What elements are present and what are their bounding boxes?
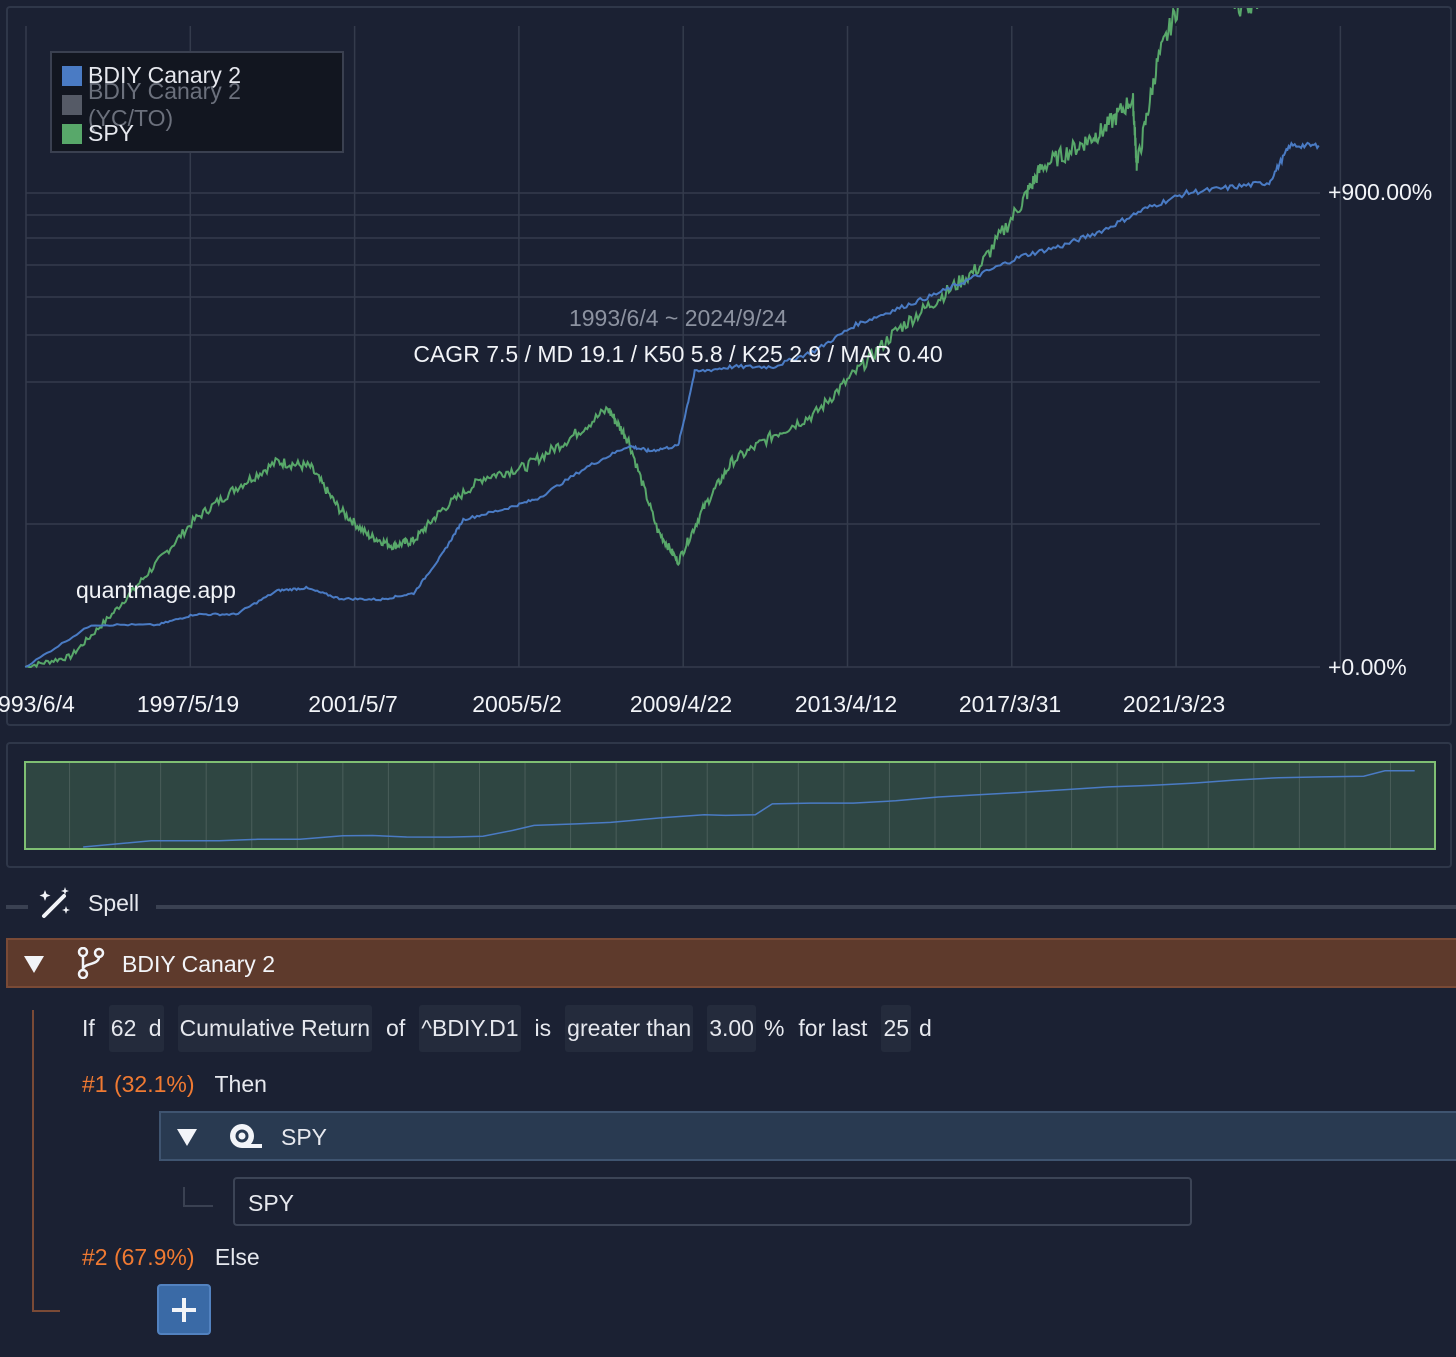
collapse-toggle-icon[interactable] [24, 956, 44, 973]
legend-label: SPY [88, 120, 135, 146]
magic-wand-icon [39, 887, 70, 918]
series-line-bdiy-canary-2 [24, 141, 1320, 668]
x-tick-label: 1993/6/4 [0, 691, 75, 717]
if-keyword: If [82, 1014, 95, 1041]
y-tick-label: +900.00% [1328, 179, 1433, 205]
add-node-button[interactable] [157, 1284, 211, 1335]
then-keyword: Then [214, 1071, 267, 1097]
days-field[interactable]: 25 [881, 1004, 912, 1052]
navigator-series-line [83, 770, 1415, 848]
spell-section-divider: Spell [6, 886, 1456, 926]
x-tick-label: 2009/4/22 [629, 691, 733, 717]
legend-item-bdiy[interactable]: BDIY Canary 2 [62, 61, 332, 90]
navigator-chart[interactable] [24, 761, 1436, 850]
x-tick-label: 2005/5/2 [472, 691, 562, 717]
group-node-header[interactable]: BDIY Canary 2 [6, 938, 1456, 988]
x-tick-label: 2001/5/7 [308, 691, 398, 717]
x-tick-label: 2021/3/23 [1122, 691, 1226, 717]
else-keyword: Else [214, 1244, 260, 1270]
threshold-field[interactable]: 3.00 [707, 1004, 756, 1052]
comparator-selector[interactable]: greater than [565, 1004, 694, 1052]
window-unit: d [148, 1014, 162, 1041]
ticker-selector[interactable]: ^BDIY.D1 [419, 1004, 521, 1052]
legend-label: BDIY Canary 2 (YC/TO) [87, 77, 241, 131]
plus-icon [172, 1298, 196, 1322]
then-branch-label: #1 (32.1%) Then [82, 1071, 267, 1098]
tree-connector [183, 1187, 213, 1207]
of-keyword: of [386, 1014, 406, 1041]
legend-item-spy[interactable]: SPY [62, 119, 332, 148]
chart-legend: BDIY Canary 2 BDIY Canary 2 (YC/TO) SPY [50, 51, 344, 153]
watermark: quantmage.app [76, 577, 236, 603]
branch-allocation: #2 (67.9%) [82, 1244, 195, 1270]
x-tick-label: 2013/4/12 [794, 691, 898, 717]
date-range-label: 1993/6/4 ~ 2024/9/24 [568, 305, 788, 331]
threshold-unit: % [763, 1014, 785, 1041]
ticker-icon [230, 1124, 262, 1148]
days-unit: d [919, 1014, 932, 1041]
divider-line [156, 905, 1456, 909]
spell-label: Spell [88, 890, 140, 916]
y-tick-label: +0.00% [1328, 654, 1407, 680]
collapse-toggle-icon[interactable] [177, 1129, 197, 1146]
branch-icon [77, 947, 105, 979]
legend-swatch [62, 123, 82, 144]
legend-label: BDIY Canary 2 [88, 62, 241, 88]
branch-allocation: #1 (32.1%) [82, 1071, 195, 1097]
ticker-input[interactable]: SPY [233, 1177, 1192, 1226]
series-line-spy [24, 8, 1259, 669]
x-tick-label: 2017/3/31 [958, 691, 1062, 717]
metric-selector[interactable]: Cumulative Return [177, 1004, 373, 1052]
asset-title[interactable]: SPY [281, 1124, 328, 1150]
group-title[interactable]: BDIY Canary 2 [122, 951, 275, 977]
legend-item-bdiy-yc-to[interactable]: BDIY Canary 2 (YC/TO) [62, 78, 332, 131]
tree-connector [32, 1310, 60, 1312]
tree-connector [32, 1010, 34, 1312]
equity-chart-panel: BDIY Canary 2 BDIY Canary 2 (YC/TO) SPY … [0, 6, 1452, 726]
else-branch-label: #2 (67.9%) Else [82, 1244, 260, 1271]
legend-swatch [62, 94, 82, 115]
is-keyword: is [534, 1014, 552, 1041]
window-value: 62 [110, 1014, 137, 1041]
navigator-selection [24, 761, 1436, 850]
performance-stats: CAGR 7.5 / MD 19.1 / K50 5.8 / K25 2.9 /… [413, 341, 943, 367]
asset-node-header[interactable]: SPY [159, 1111, 1456, 1161]
for-last-keyword: for last [798, 1014, 868, 1041]
divider-line [6, 905, 28, 909]
x-tick-label: 1997/5/19 [136, 691, 240, 717]
window-length-field[interactable]: 62 d [108, 1004, 164, 1052]
condition-row: If 62 d Cumulative Return of ^BDIY.D1 is… [82, 1003, 946, 1053]
legend-swatch [62, 65, 82, 86]
range-navigator[interactable] [6, 742, 1452, 868]
